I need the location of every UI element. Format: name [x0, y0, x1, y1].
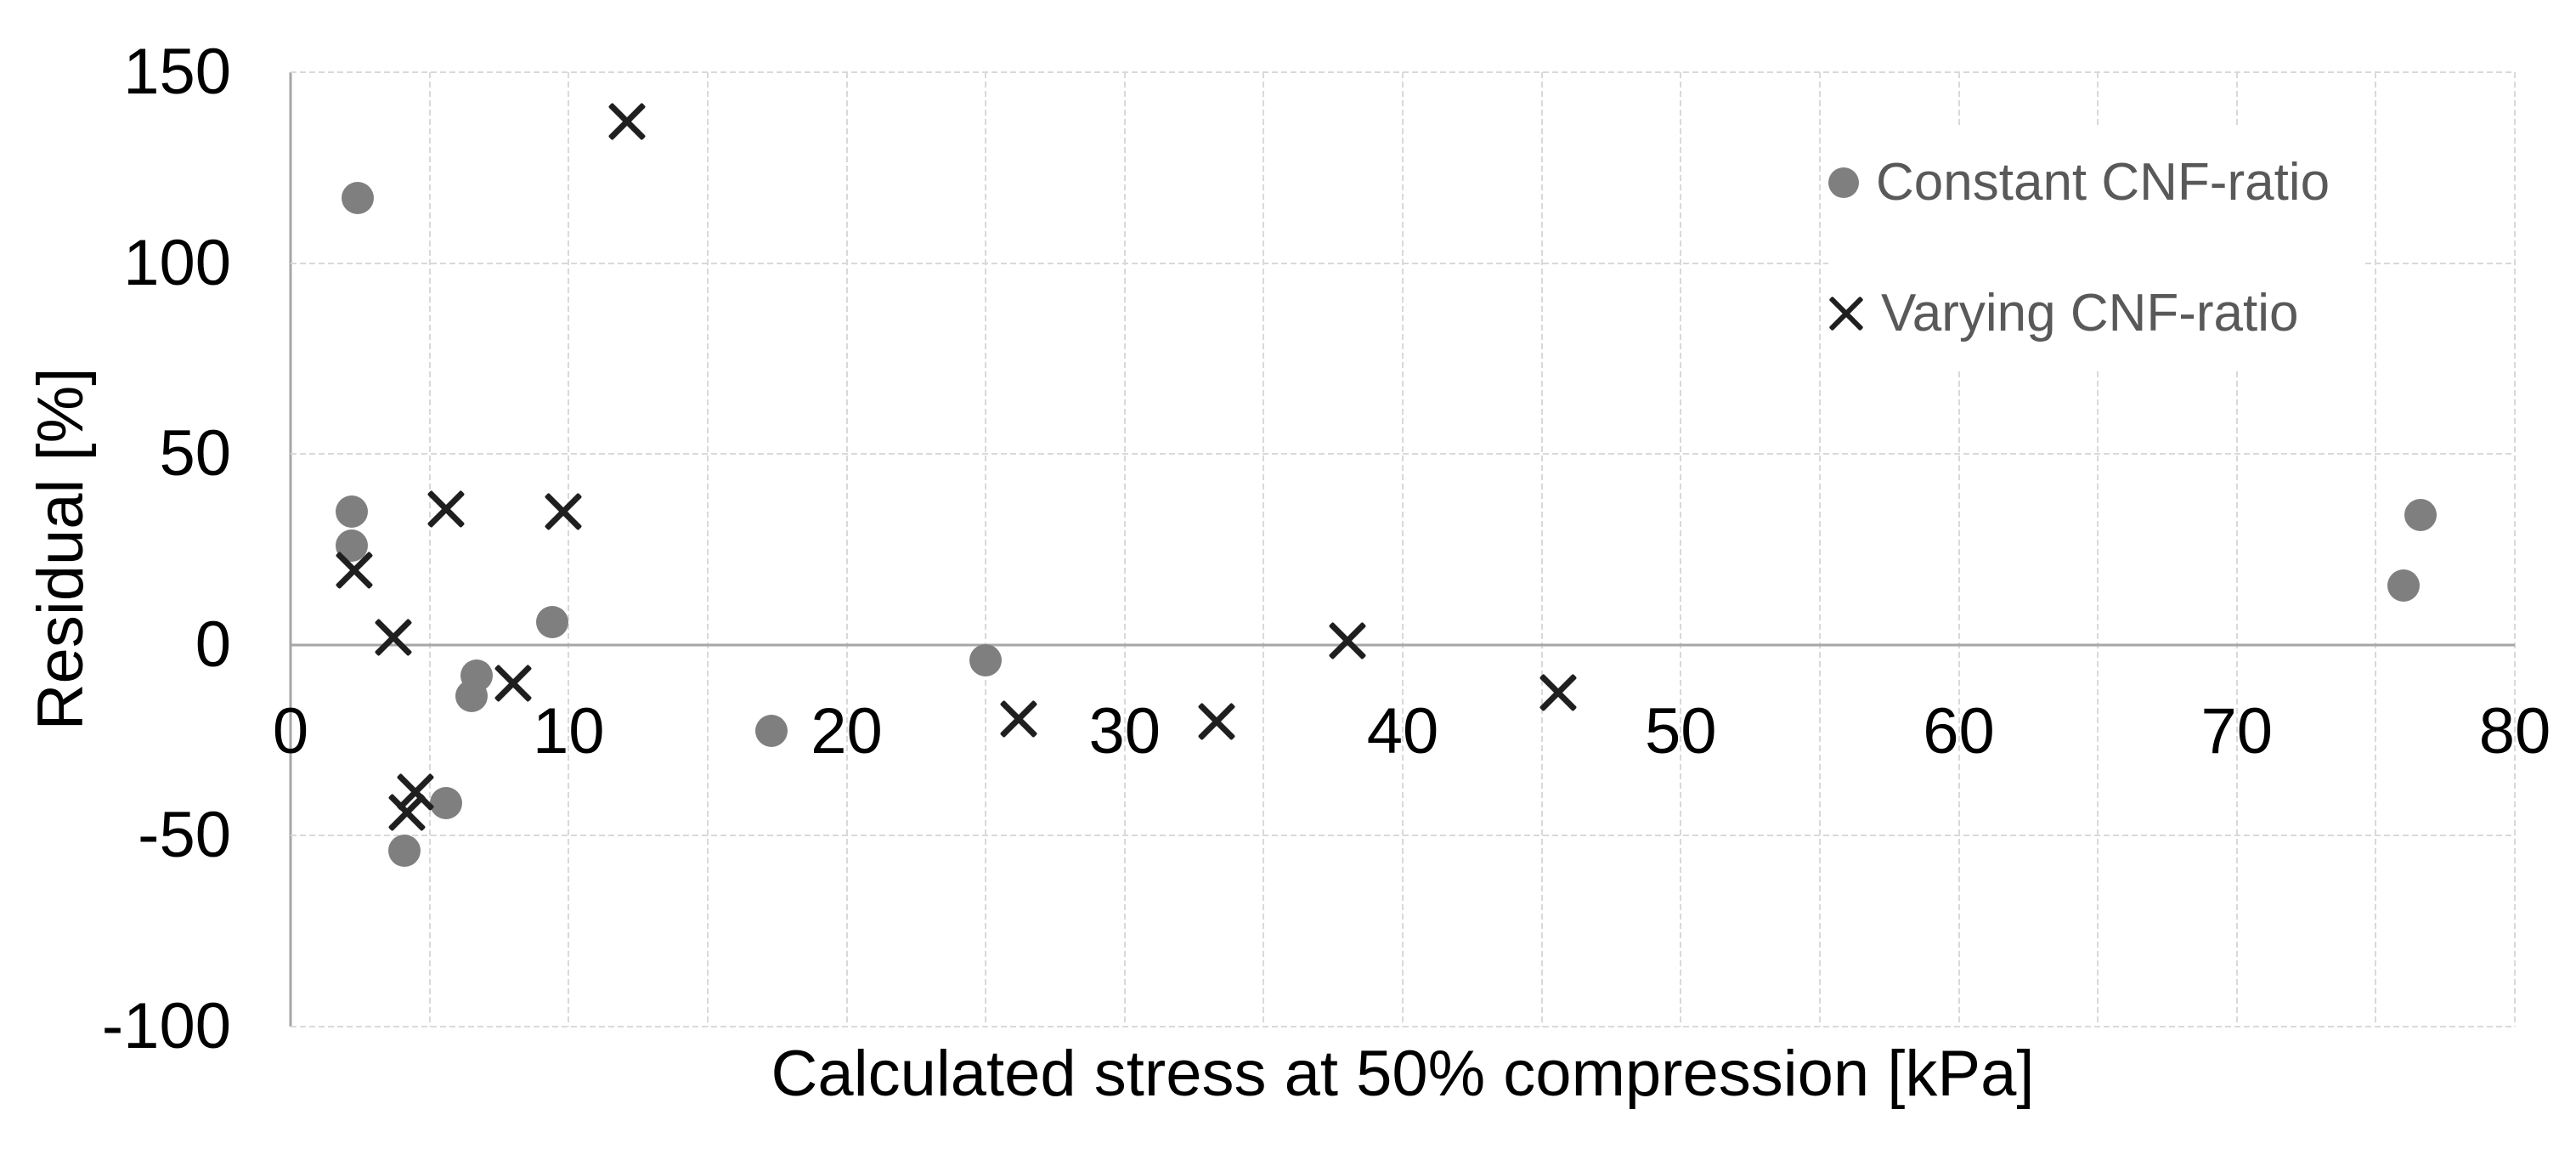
vertical-gridline	[1123, 72, 1126, 1027]
x-data-point	[1539, 673, 1578, 712]
y-tick-label: 100	[123, 226, 231, 299]
legend: Constant CNF-ratio Varying CNF-ratio	[1828, 127, 2364, 369]
circle-data-point	[535, 605, 568, 638]
horizontal-gridline	[291, 262, 2515, 264]
x-marker-icon	[1828, 296, 1864, 331]
x-data-point	[494, 664, 533, 702]
x-tick-label: 10	[532, 694, 605, 767]
vertical-gridline	[985, 72, 987, 1027]
circle-data-point	[969, 643, 1003, 676]
circle-data-point	[341, 182, 374, 215]
x-data-point	[374, 618, 413, 657]
vertical-gridline	[2514, 72, 2516, 1027]
circle-data-point	[335, 495, 368, 528]
vertical-gridline	[1680, 72, 1682, 1027]
x-data-point	[335, 551, 374, 590]
vertical-gridline	[428, 72, 431, 1027]
vertical-gridline	[1818, 72, 1821, 1027]
vertical-gridline	[1402, 72, 1404, 1027]
vertical-gridline	[1540, 72, 1543, 1027]
x-tick-label: 70	[2200, 694, 2274, 767]
y-axis-line	[289, 72, 292, 1027]
circle-marker-icon	[1828, 167, 1859, 198]
plot-area	[289, 71, 2516, 1027]
x-data-point	[427, 490, 466, 529]
x-tick-label: 30	[1088, 694, 1161, 767]
circle-data-point	[755, 714, 788, 747]
vertical-gridline	[568, 72, 570, 1027]
vertical-gridline	[1263, 72, 1265, 1027]
circle-data-point	[2404, 499, 2437, 532]
vertical-gridline	[2097, 72, 2099, 1027]
x-tick-label: 60	[1923, 694, 1995, 767]
circle-data-point	[460, 659, 494, 692]
vertical-gridline	[2375, 72, 2377, 1027]
x-tick-label: 40	[1366, 694, 1439, 767]
x-data-point	[607, 103, 647, 141]
y-tick-label: 50	[159, 417, 231, 490]
horizontal-gridline	[291, 835, 2515, 837]
x-axis-line	[291, 643, 2515, 647]
vertical-gridline	[845, 72, 848, 1027]
vertical-gridline	[2235, 72, 2238, 1027]
x-tick-label: 0	[272, 694, 309, 767]
horizontal-gridline	[291, 1026, 2515, 1027]
horizontal-gridline	[291, 71, 2515, 73]
x-axis-title: Calculated stress at 50% compression [kP…	[771, 1038, 2035, 1110]
circle-data-point	[388, 835, 421, 868]
legend-item-varying-cnf-ratio: Varying CNF-ratio	[1828, 260, 2364, 367]
legend-label: Constant CNF-ratio	[1876, 153, 2330, 212]
legend-item-constant-cnf-ratio: Constant CNF-ratio	[1828, 129, 2364, 236]
y-tick-label: 150	[123, 36, 231, 108]
vertical-gridline	[1957, 72, 1960, 1027]
circle-data-point	[430, 787, 463, 820]
x-tick-label: 80	[2478, 694, 2551, 767]
horizontal-gridline	[291, 453, 2515, 456]
x-tick-label: 20	[811, 694, 883, 767]
y-tick-label: -50	[138, 799, 231, 872]
x-data-point	[1328, 622, 1366, 660]
vertical-gridline	[706, 72, 709, 1027]
x-tick-label: 50	[1644, 694, 1717, 767]
x-data-point	[1000, 700, 1038, 739]
y-tick-label: 0	[195, 608, 231, 681]
legend-label: Varying CNF-ratio	[1881, 284, 2299, 342]
circle-data-point	[2387, 569, 2421, 603]
x-data-point	[1197, 702, 1236, 740]
x-data-point	[396, 773, 435, 812]
x-data-point	[544, 492, 582, 530]
y-tick-label: -100	[101, 990, 231, 1062]
